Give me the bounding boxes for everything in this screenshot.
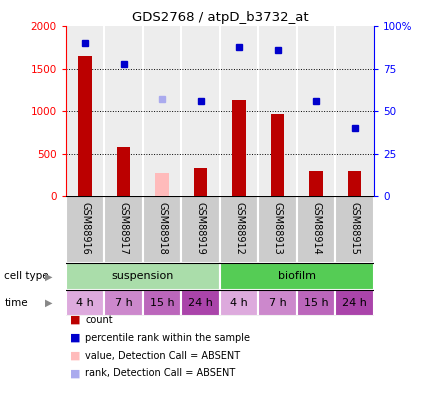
Text: 4 h: 4 h (76, 298, 94, 308)
Bar (258, 196, 297, 263)
Text: ■: ■ (70, 333, 81, 343)
Text: GSM88913: GSM88913 (273, 202, 283, 254)
Text: 24 h: 24 h (188, 298, 213, 308)
Bar (220, 26, 258, 196)
Bar (297, 26, 335, 196)
Text: ▶: ▶ (45, 271, 53, 281)
Bar (181, 26, 220, 196)
Text: biofilm: biofilm (278, 271, 316, 281)
Text: count: count (85, 315, 113, 325)
Bar (220, 290, 258, 316)
Bar (117, 147, 130, 196)
Bar (105, 290, 143, 316)
Text: GSM88918: GSM88918 (157, 202, 167, 254)
Text: value, Detection Call = ABSENT: value, Detection Call = ABSENT (85, 351, 240, 360)
Bar (220, 196, 258, 263)
Text: ■: ■ (70, 369, 81, 378)
Bar (309, 171, 323, 196)
Bar (66, 26, 105, 196)
Bar (78, 56, 92, 196)
Bar (348, 171, 362, 196)
Bar (181, 196, 220, 263)
Bar (156, 173, 169, 196)
Bar (335, 196, 374, 263)
Bar (297, 196, 335, 263)
Text: 4 h: 4 h (230, 298, 248, 308)
Bar (194, 168, 207, 196)
Bar (105, 26, 143, 196)
Bar (143, 196, 181, 263)
Text: GSM88919: GSM88919 (196, 202, 206, 254)
Bar (258, 26, 297, 196)
Text: ▶: ▶ (45, 298, 53, 308)
Text: 15 h: 15 h (304, 298, 329, 308)
Text: ■: ■ (70, 315, 81, 325)
Text: GSM88917: GSM88917 (119, 202, 129, 255)
Text: GSM88915: GSM88915 (350, 202, 360, 255)
Bar (335, 26, 374, 196)
Bar (271, 114, 284, 196)
Text: cell type: cell type (4, 271, 49, 281)
Bar (105, 196, 143, 263)
Bar (220, 263, 374, 290)
Title: GDS2768 / atpD_b3732_at: GDS2768 / atpD_b3732_at (132, 11, 308, 24)
Bar (297, 290, 335, 316)
Bar (143, 26, 181, 196)
Bar (335, 290, 374, 316)
Text: time: time (4, 298, 28, 308)
Bar (232, 100, 246, 196)
Bar (66, 263, 220, 290)
Text: suspension: suspension (112, 271, 174, 281)
Text: 15 h: 15 h (150, 298, 175, 308)
Text: GSM88916: GSM88916 (80, 202, 90, 254)
Text: GSM88914: GSM88914 (311, 202, 321, 254)
Bar (66, 290, 105, 316)
Bar (181, 290, 220, 316)
Bar (66, 196, 105, 263)
Text: 24 h: 24 h (342, 298, 367, 308)
Text: percentile rank within the sample: percentile rank within the sample (85, 333, 250, 343)
Text: GSM88912: GSM88912 (234, 202, 244, 255)
Bar (258, 290, 297, 316)
Text: rank, Detection Call = ABSENT: rank, Detection Call = ABSENT (85, 369, 235, 378)
Text: 7 h: 7 h (115, 298, 133, 308)
Bar (143, 290, 181, 316)
Text: 7 h: 7 h (269, 298, 286, 308)
Text: ■: ■ (70, 351, 81, 360)
